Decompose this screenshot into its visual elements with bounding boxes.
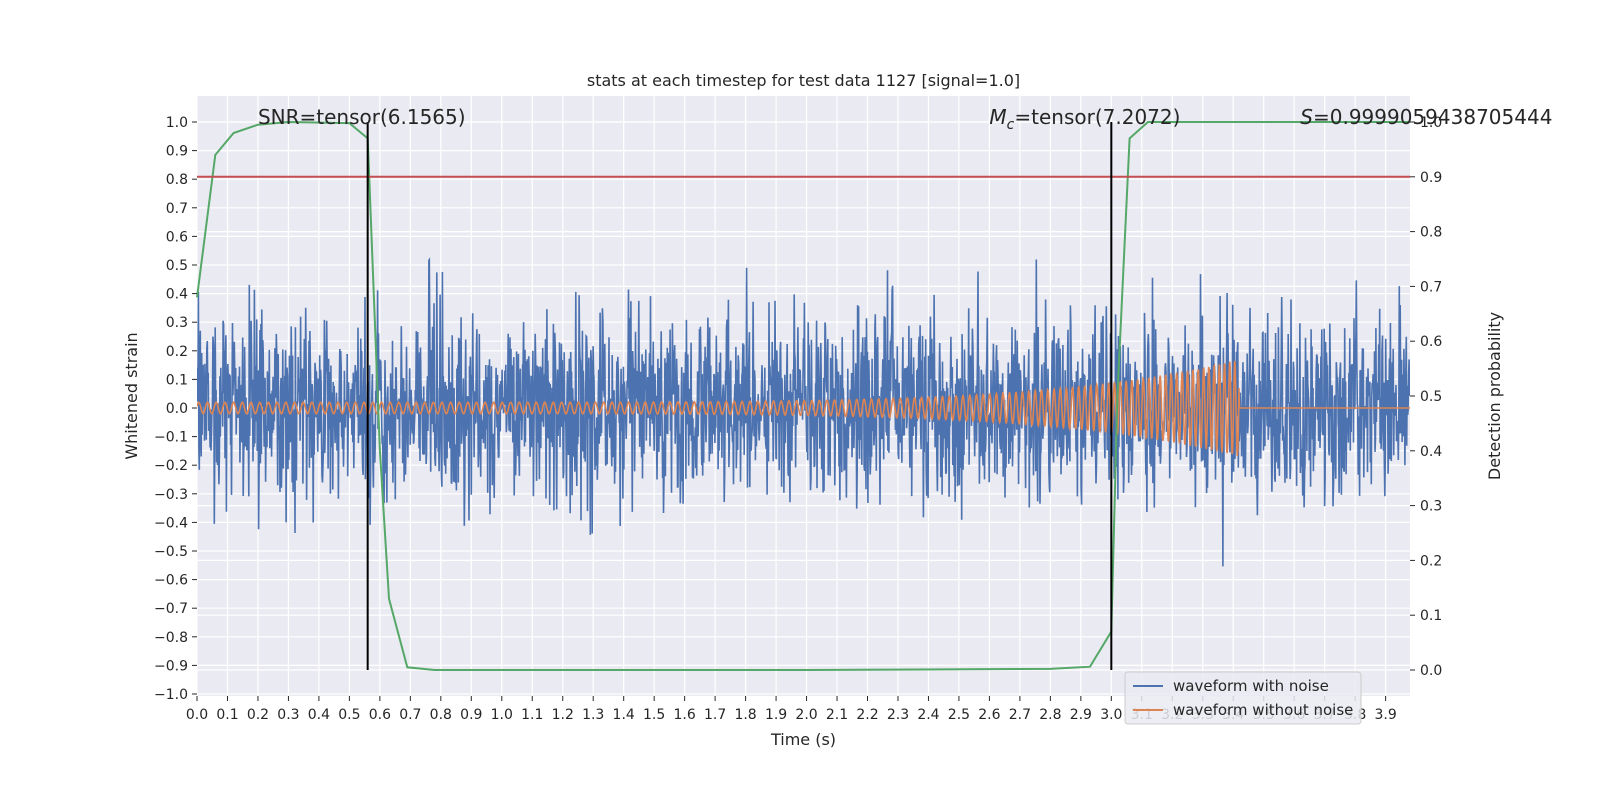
x-tick-label: 0.8 xyxy=(430,707,452,723)
y-tick-label: −0.6 xyxy=(154,573,188,589)
x-tick-label: 1.8 xyxy=(734,707,756,723)
series-detection-probability xyxy=(196,120,1410,671)
x-tick-label: 2.7 xyxy=(1009,707,1031,723)
x-tick-label: 1.2 xyxy=(552,707,574,723)
y-tick-label: 0.8 xyxy=(166,172,188,188)
annotation-score-value: =0.9999059438705444 xyxy=(1313,105,1552,129)
x-tick-label: 2.1 xyxy=(826,707,848,723)
y-axis-left-ticks: 1.0 0.9 0.8 0.7 0.6 0.5 0.4 0.3 0.2 0.1 0.0 −0.1 −0.… xyxy=(154,115,197,703)
y-tick-label: 0.2 xyxy=(166,344,188,360)
series-waveform-with-noise xyxy=(197,257,1410,567)
annotation-score: S=0.9999059438705444 xyxy=(1300,105,1552,129)
y2-tick-label: 0.6 xyxy=(1420,334,1442,350)
y-tick-label: −0.4 xyxy=(154,515,188,531)
annotation-score-symbol: S xyxy=(1300,105,1313,129)
chirp-waveform-line xyxy=(197,360,1410,457)
x-tick-label: 0.9 xyxy=(460,707,482,723)
x-tick-label: 2.3 xyxy=(887,707,909,723)
x-axis-ticks: 0.0 0.1 0.2 0.3 0.4 0.5 0.6 0.7 0.8 0.9 1.0 1.1 1.2 1… xyxy=(186,696,1397,723)
x-tick-label: 1.6 xyxy=(674,707,696,723)
x-tick-label: 2.2 xyxy=(856,707,878,723)
y2-tick-label: 0.0 xyxy=(1420,663,1442,679)
y2-tick-label: 0.9 xyxy=(1420,170,1442,186)
legend-box xyxy=(1124,671,1362,725)
x-tick-label: 0.6 xyxy=(369,707,391,723)
y2-tick-label: 0.1 xyxy=(1420,608,1442,624)
x-tick-label: 0.4 xyxy=(308,707,330,723)
x-tick-label: 2.8 xyxy=(1039,707,1061,723)
annotation-snr: SNR=tensor(6.1565) xyxy=(258,105,466,129)
y2-tick-label: 0.5 xyxy=(1420,389,1442,405)
x-tick-label: 3.0 xyxy=(1100,707,1122,723)
x-tick-label: 0.0 xyxy=(186,707,208,723)
y-tick-label: 0.9 xyxy=(166,144,188,160)
annotation-chirp-mass: Mc=tensor(7.2072) xyxy=(989,105,1180,133)
y-tick-label: 0.7 xyxy=(166,201,188,217)
y-tick-label: 0.0 xyxy=(166,401,188,417)
y-tick-label: −0.8 xyxy=(154,630,188,646)
y-tick-label: 0.5 xyxy=(166,258,188,274)
x-tick-label: 2.9 xyxy=(1070,707,1092,723)
y-tick-label: −0.1 xyxy=(154,430,188,446)
x-tick-label: 1.1 xyxy=(521,707,543,723)
y-tick-label: 0.3 xyxy=(166,315,188,331)
noise-waveform-line xyxy=(197,257,1410,567)
annotation-chirp-mass-symbol: M xyxy=(989,105,1006,129)
vertical-markers xyxy=(366,122,1113,670)
y-tick-label: 0.6 xyxy=(166,229,188,245)
x-tick-label: 2.5 xyxy=(948,707,970,723)
legend: waveform with noise waveform without noi… xyxy=(1124,671,1362,725)
x-tick-label: 2.0 xyxy=(795,707,817,723)
series-waveform-without-noise xyxy=(197,360,1410,457)
x-tick-label: 0.1 xyxy=(216,707,238,723)
x-tick-label: 0.2 xyxy=(247,707,269,723)
chart-title: stats at each timestep for test data 112… xyxy=(587,71,1020,90)
y2-axis-label: Detection probability xyxy=(1485,312,1504,480)
x-tick-label: 0.3 xyxy=(277,707,299,723)
annotation-chirp-mass-subscript: c xyxy=(1007,117,1015,133)
x-tick-label: 1.5 xyxy=(643,707,665,723)
y2-tick-label: 0.3 xyxy=(1420,499,1442,515)
x-axis-label: Time (s) xyxy=(770,730,836,749)
y-tick-label: −0.5 xyxy=(154,544,188,560)
y2-tick-label: 0.7 xyxy=(1420,279,1442,295)
y-tick-label: −0.9 xyxy=(154,658,188,674)
x-tick-label: 0.7 xyxy=(399,707,421,723)
x-tick-label: 1.4 xyxy=(613,707,635,723)
y2-tick-label: 0.2 xyxy=(1420,553,1442,569)
x-tick-label: 2.6 xyxy=(978,707,1000,723)
y2-tick-label: 1.0 xyxy=(1420,115,1442,131)
y2-tick-label: 0.4 xyxy=(1420,444,1442,460)
y2-tick-label: 0.8 xyxy=(1420,225,1442,241)
x-tick-label: 3.9 xyxy=(1374,707,1396,723)
x-tick-label: 2.4 xyxy=(917,707,939,723)
y-tick-label: 0.4 xyxy=(166,287,188,303)
y-tick-label: 0.1 xyxy=(166,372,188,388)
x-tick-label: 1.0 xyxy=(491,707,513,723)
y-tick-label: 1.0 xyxy=(166,115,188,131)
y-axis-label: Whitened strain xyxy=(122,332,141,459)
y-tick-label: −0.7 xyxy=(154,601,188,617)
y-axis-right-ticks: 1.0 0.9 0.8 0.7 0.6 0.5 0.4 0.3 0.2 0.1 0.0 xyxy=(1410,115,1442,679)
legend-label-waveform-without-noise: waveform without noise xyxy=(1173,701,1353,719)
x-tick-label: 1.3 xyxy=(582,707,604,723)
y-tick-label: −1.0 xyxy=(154,687,188,703)
probability-line xyxy=(196,120,1410,671)
y-tick-label: −0.2 xyxy=(154,458,188,474)
annotation-chirp-mass-value: =tensor(7.2072) xyxy=(1014,105,1180,129)
y-tick-label: −0.3 xyxy=(154,487,188,503)
x-tick-label: 1.7 xyxy=(704,707,726,723)
legend-label-waveform-with-noise: waveform with noise xyxy=(1173,677,1329,695)
x-tick-label: 1.9 xyxy=(765,707,787,723)
x-tick-label: 0.5 xyxy=(338,707,360,723)
